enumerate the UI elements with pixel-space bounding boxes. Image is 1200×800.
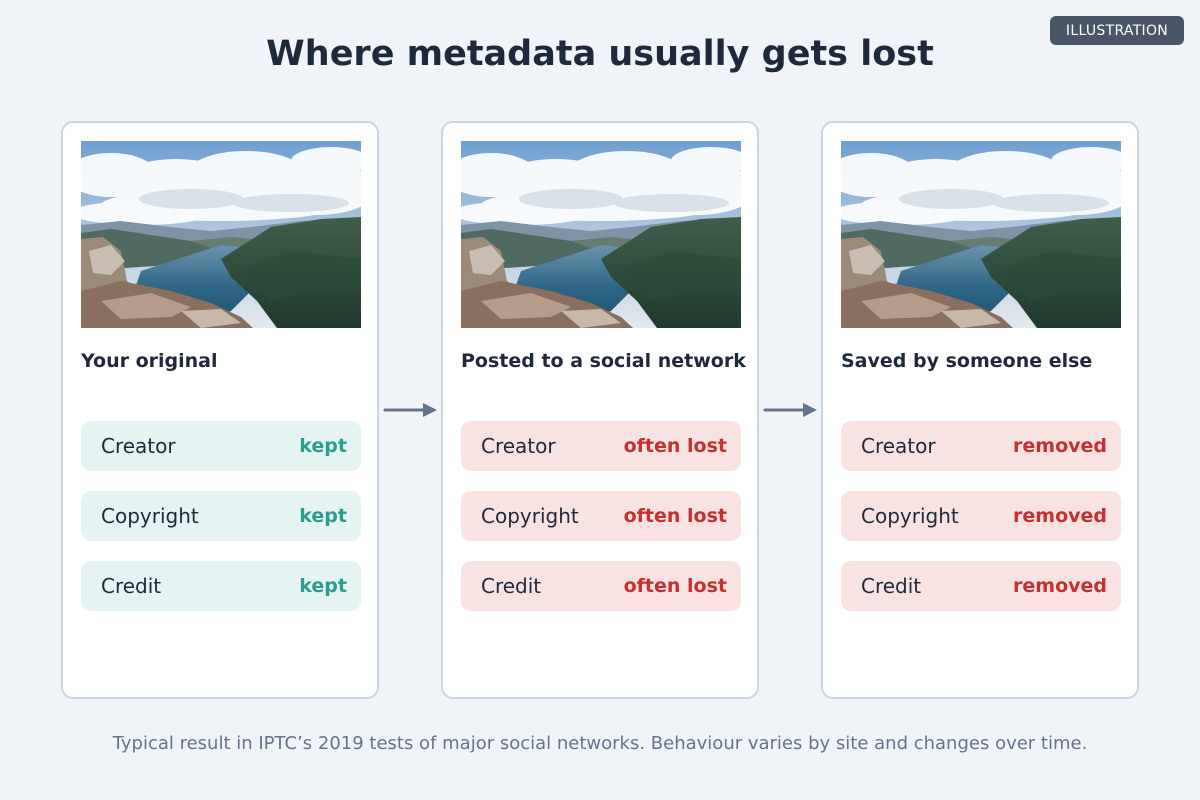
field-name: Copyright [861,504,959,528]
field-row-credit: Credit often lost [461,561,741,611]
field-name: Creator [481,434,556,458]
card-title: Saved by someone else [841,350,1093,372]
page-title: Where metadata usually gets lost [266,34,934,74]
status-label: kept [299,505,347,527]
status-label: often lost [623,575,727,597]
fjord-photo [461,141,741,328]
field-row-copyright: Copyright removed [841,491,1121,541]
field-row-credit: Credit kept [81,561,361,611]
field-row-creator: Creator kept [81,421,361,471]
field-row-copyright: Copyright kept [81,491,361,541]
fjord-photo [81,141,361,328]
field-name: Credit [101,574,162,598]
field-row-copyright: Copyright often lost [461,491,741,541]
field-name: Credit [861,574,922,598]
illustration-badge: ILLUSTRATION [1050,16,1184,45]
field-name: Copyright [481,504,579,528]
card-title: Your original [81,350,218,372]
field-name: Copyright [101,504,199,528]
status-label: removed [1013,435,1107,457]
field-name: Creator [101,434,176,458]
card-title: Posted to a social network [461,350,746,372]
footnote: Typical result in IPTC’s 2019 tests of m… [112,733,1088,754]
arrow-right-icon [763,403,817,417]
card-your-original: Your original Creator kept Copyright kep… [61,121,379,699]
field-row-creator: Creator often lost [461,421,741,471]
field-name: Creator [861,434,936,458]
fjord-photo [841,141,1121,328]
card-posted-social: Posted to a social network Creator often… [441,121,759,699]
status-label: removed [1013,505,1107,527]
status-label: removed [1013,575,1107,597]
arrow-right-icon [383,403,437,417]
status-label: often lost [623,505,727,527]
field-row-creator: Creator removed [841,421,1121,471]
status-label: kept [299,575,347,597]
field-row-credit: Credit removed [841,561,1121,611]
field-name: Credit [481,574,542,598]
card-saved-by-someone-else: Saved by someone else Creator removed Co… [821,121,1139,699]
status-label: kept [299,435,347,457]
status-label: often lost [623,435,727,457]
